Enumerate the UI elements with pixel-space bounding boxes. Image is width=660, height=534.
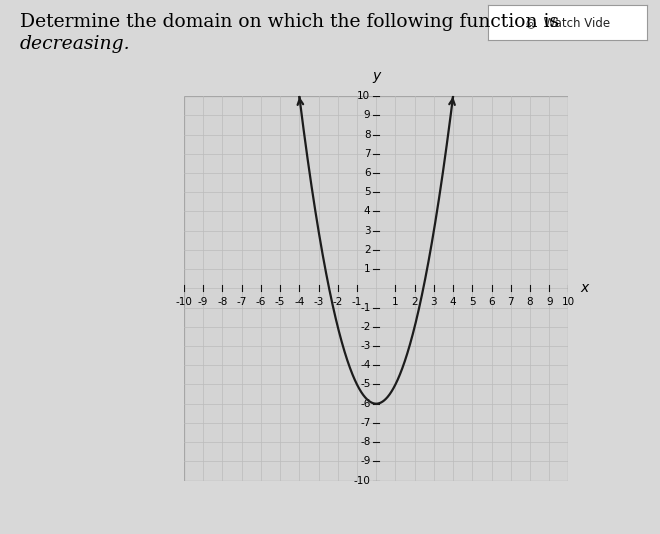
Text: 7: 7 bbox=[508, 297, 514, 307]
Text: 2: 2 bbox=[411, 297, 418, 307]
Text: x: x bbox=[580, 281, 588, 295]
Text: Determine the domain on which the following function is: Determine the domain on which the follow… bbox=[20, 13, 565, 32]
Text: -6: -6 bbox=[360, 399, 370, 409]
Text: 10: 10 bbox=[562, 297, 575, 307]
Text: -2: -2 bbox=[360, 322, 370, 332]
Text: 5: 5 bbox=[469, 297, 476, 307]
Text: -4: -4 bbox=[360, 360, 370, 370]
Text: y: y bbox=[372, 69, 380, 83]
Text: 6: 6 bbox=[488, 297, 495, 307]
Text: 9: 9 bbox=[364, 111, 370, 120]
Text: ◎  Watch Vide: ◎ Watch Vide bbox=[525, 16, 610, 29]
Text: 8: 8 bbox=[364, 130, 370, 139]
Text: 5: 5 bbox=[364, 187, 370, 197]
Text: -7: -7 bbox=[360, 418, 370, 428]
Text: 9: 9 bbox=[546, 297, 552, 307]
Text: 3: 3 bbox=[430, 297, 437, 307]
Text: -3: -3 bbox=[360, 341, 370, 351]
Text: 4: 4 bbox=[364, 207, 370, 216]
Text: -7: -7 bbox=[236, 297, 247, 307]
Text: -6: -6 bbox=[255, 297, 266, 307]
Text: decreasing.: decreasing. bbox=[20, 35, 131, 53]
Text: 4: 4 bbox=[449, 297, 457, 307]
Text: -1: -1 bbox=[360, 303, 370, 312]
Text: -4: -4 bbox=[294, 297, 304, 307]
Text: -1: -1 bbox=[352, 297, 362, 307]
Text: 8: 8 bbox=[527, 297, 533, 307]
Text: 7: 7 bbox=[364, 149, 370, 159]
Text: 3: 3 bbox=[364, 226, 370, 235]
Text: 1: 1 bbox=[392, 297, 399, 307]
Text: -8: -8 bbox=[217, 297, 228, 307]
Text: 1: 1 bbox=[364, 264, 370, 274]
Text: 6: 6 bbox=[364, 168, 370, 178]
Text: -8: -8 bbox=[360, 437, 370, 447]
Text: -3: -3 bbox=[314, 297, 323, 307]
Text: 2: 2 bbox=[364, 245, 370, 255]
Text: -2: -2 bbox=[333, 297, 343, 307]
Text: 10: 10 bbox=[357, 91, 370, 101]
Text: -9: -9 bbox=[360, 457, 370, 466]
Text: -10: -10 bbox=[176, 297, 193, 307]
Text: -5: -5 bbox=[360, 380, 370, 389]
Text: -10: -10 bbox=[354, 476, 370, 485]
Text: -5: -5 bbox=[275, 297, 285, 307]
Text: -9: -9 bbox=[198, 297, 209, 307]
